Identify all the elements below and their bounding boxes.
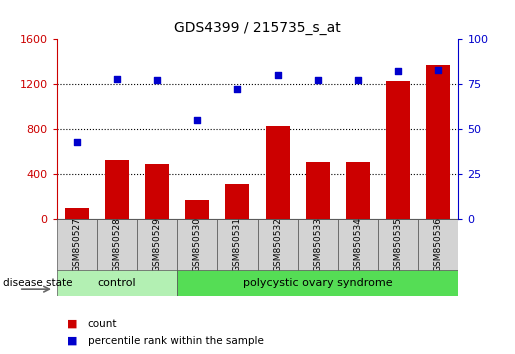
Bar bbox=[177, 219, 217, 271]
Point bbox=[434, 67, 442, 73]
Bar bbox=[65, 208, 89, 219]
Text: ■: ■ bbox=[67, 336, 77, 346]
Bar bbox=[105, 160, 129, 219]
Bar bbox=[57, 219, 97, 271]
Text: GSM850527: GSM850527 bbox=[72, 217, 81, 272]
Point bbox=[153, 78, 161, 83]
Text: GSM850534: GSM850534 bbox=[353, 217, 363, 272]
Bar bbox=[177, 270, 458, 296]
Bar bbox=[97, 219, 137, 271]
Bar bbox=[298, 219, 338, 271]
Bar bbox=[386, 81, 410, 219]
Point bbox=[193, 118, 201, 123]
Bar bbox=[418, 219, 458, 271]
Point bbox=[273, 72, 282, 78]
Bar bbox=[145, 164, 169, 219]
Point bbox=[354, 78, 362, 83]
Text: GSM850535: GSM850535 bbox=[393, 217, 403, 272]
Bar bbox=[185, 200, 209, 219]
Bar bbox=[258, 219, 298, 271]
Point bbox=[73, 139, 81, 145]
Text: control: control bbox=[98, 278, 136, 288]
Title: GDS4399 / 215735_s_at: GDS4399 / 215735_s_at bbox=[174, 21, 341, 35]
Bar bbox=[338, 219, 378, 271]
Text: GSM850528: GSM850528 bbox=[112, 217, 122, 272]
Bar bbox=[426, 65, 450, 219]
Bar bbox=[137, 219, 177, 271]
Text: count: count bbox=[88, 319, 117, 329]
Point bbox=[113, 76, 121, 81]
Bar bbox=[306, 162, 330, 219]
Bar bbox=[57, 270, 177, 296]
Text: polycystic ovary syndrome: polycystic ovary syndrome bbox=[243, 278, 392, 288]
Text: GSM850529: GSM850529 bbox=[152, 217, 162, 272]
Bar bbox=[378, 219, 418, 271]
Text: percentile rank within the sample: percentile rank within the sample bbox=[88, 336, 264, 346]
Bar bbox=[266, 126, 289, 219]
Text: GSM850533: GSM850533 bbox=[313, 217, 322, 272]
Point bbox=[233, 87, 242, 92]
Text: disease state: disease state bbox=[3, 278, 72, 288]
Text: GSM850536: GSM850536 bbox=[434, 217, 443, 272]
Bar bbox=[346, 162, 370, 219]
Point bbox=[394, 69, 402, 74]
Bar bbox=[217, 219, 258, 271]
Text: GSM850531: GSM850531 bbox=[233, 217, 242, 272]
Text: GSM850532: GSM850532 bbox=[273, 217, 282, 272]
Text: ■: ■ bbox=[67, 319, 77, 329]
Bar bbox=[226, 184, 249, 219]
Text: GSM850530: GSM850530 bbox=[193, 217, 202, 272]
Point bbox=[314, 78, 322, 83]
